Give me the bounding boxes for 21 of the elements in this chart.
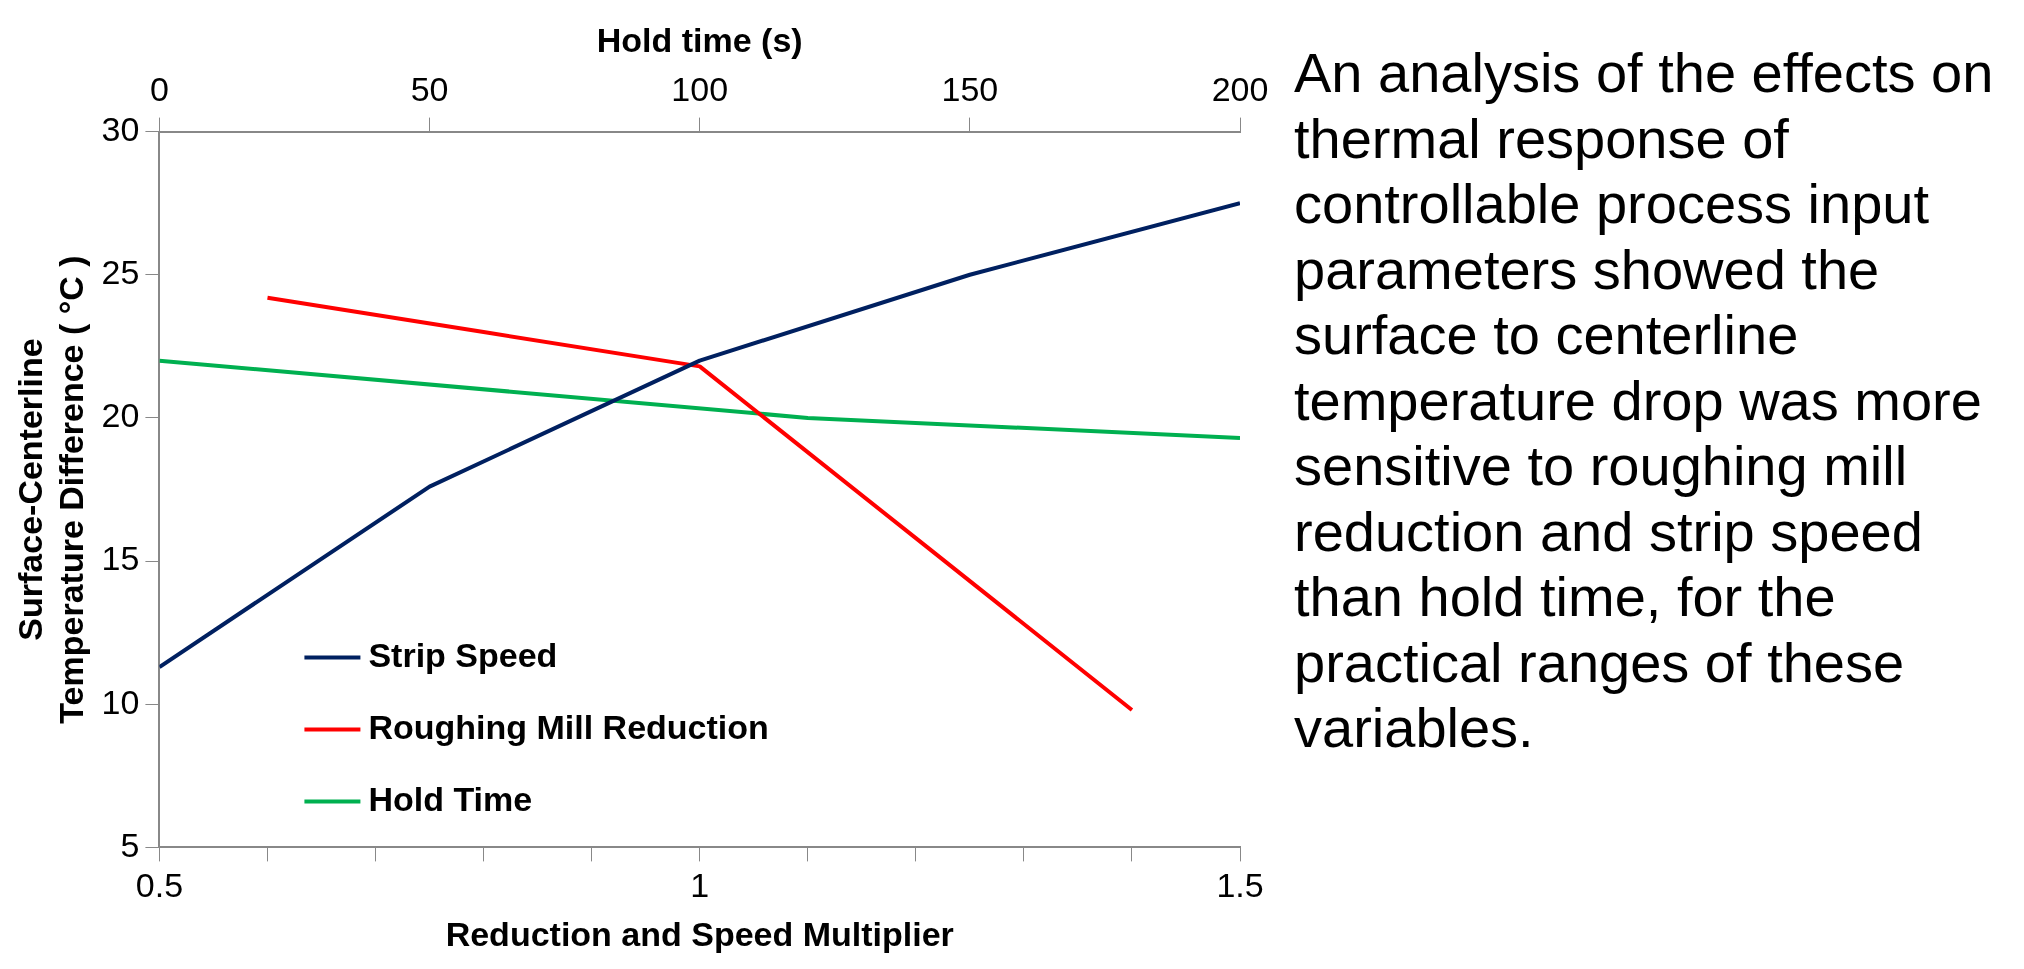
legend-label: Roughing Mill Reduction <box>368 707 769 746</box>
x-axis-title: Reduction and Speed Multiplier <box>445 914 954 953</box>
x2-tick-label: 200 <box>1211 69 1269 108</box>
y-tick-label: 20 <box>101 396 140 435</box>
x-tick-label: 1 <box>690 866 710 905</box>
x-tick-label: 1.5 <box>1216 866 1264 905</box>
y-tick-label: 10 <box>101 682 140 721</box>
y-tick-label: 25 <box>101 253 140 292</box>
y-tick-label: 5 <box>120 825 140 864</box>
x-tick-label: 0.5 <box>135 866 184 905</box>
x2-tick-label: 100 <box>671 69 729 108</box>
legend-label: Strip Speed <box>368 635 558 674</box>
y-axis-title: Surface-Centerline Temperature Difference ( °C ) <box>10 255 90 724</box>
y-tick-label: 30 <box>101 109 140 148</box>
x2-tick-label: 50 <box>410 69 449 108</box>
text: An analysis of the effects on thermal response of controllable process input parameters showed the surface to centerline temperature drop was more sensitive to roughing mill reduction and strip speed than hold time, for the practical ranges of these variables. <box>1294 41 1994 760</box>
legend-label: Hold Time <box>368 779 533 818</box>
x2-tick-label: 0 <box>149 69 169 108</box>
y-tick-label: 15 <box>101 539 140 578</box>
x2-tick-label: 150 <box>941 69 999 108</box>
x2-axis-title: Hold time (s) <box>596 20 803 59</box>
